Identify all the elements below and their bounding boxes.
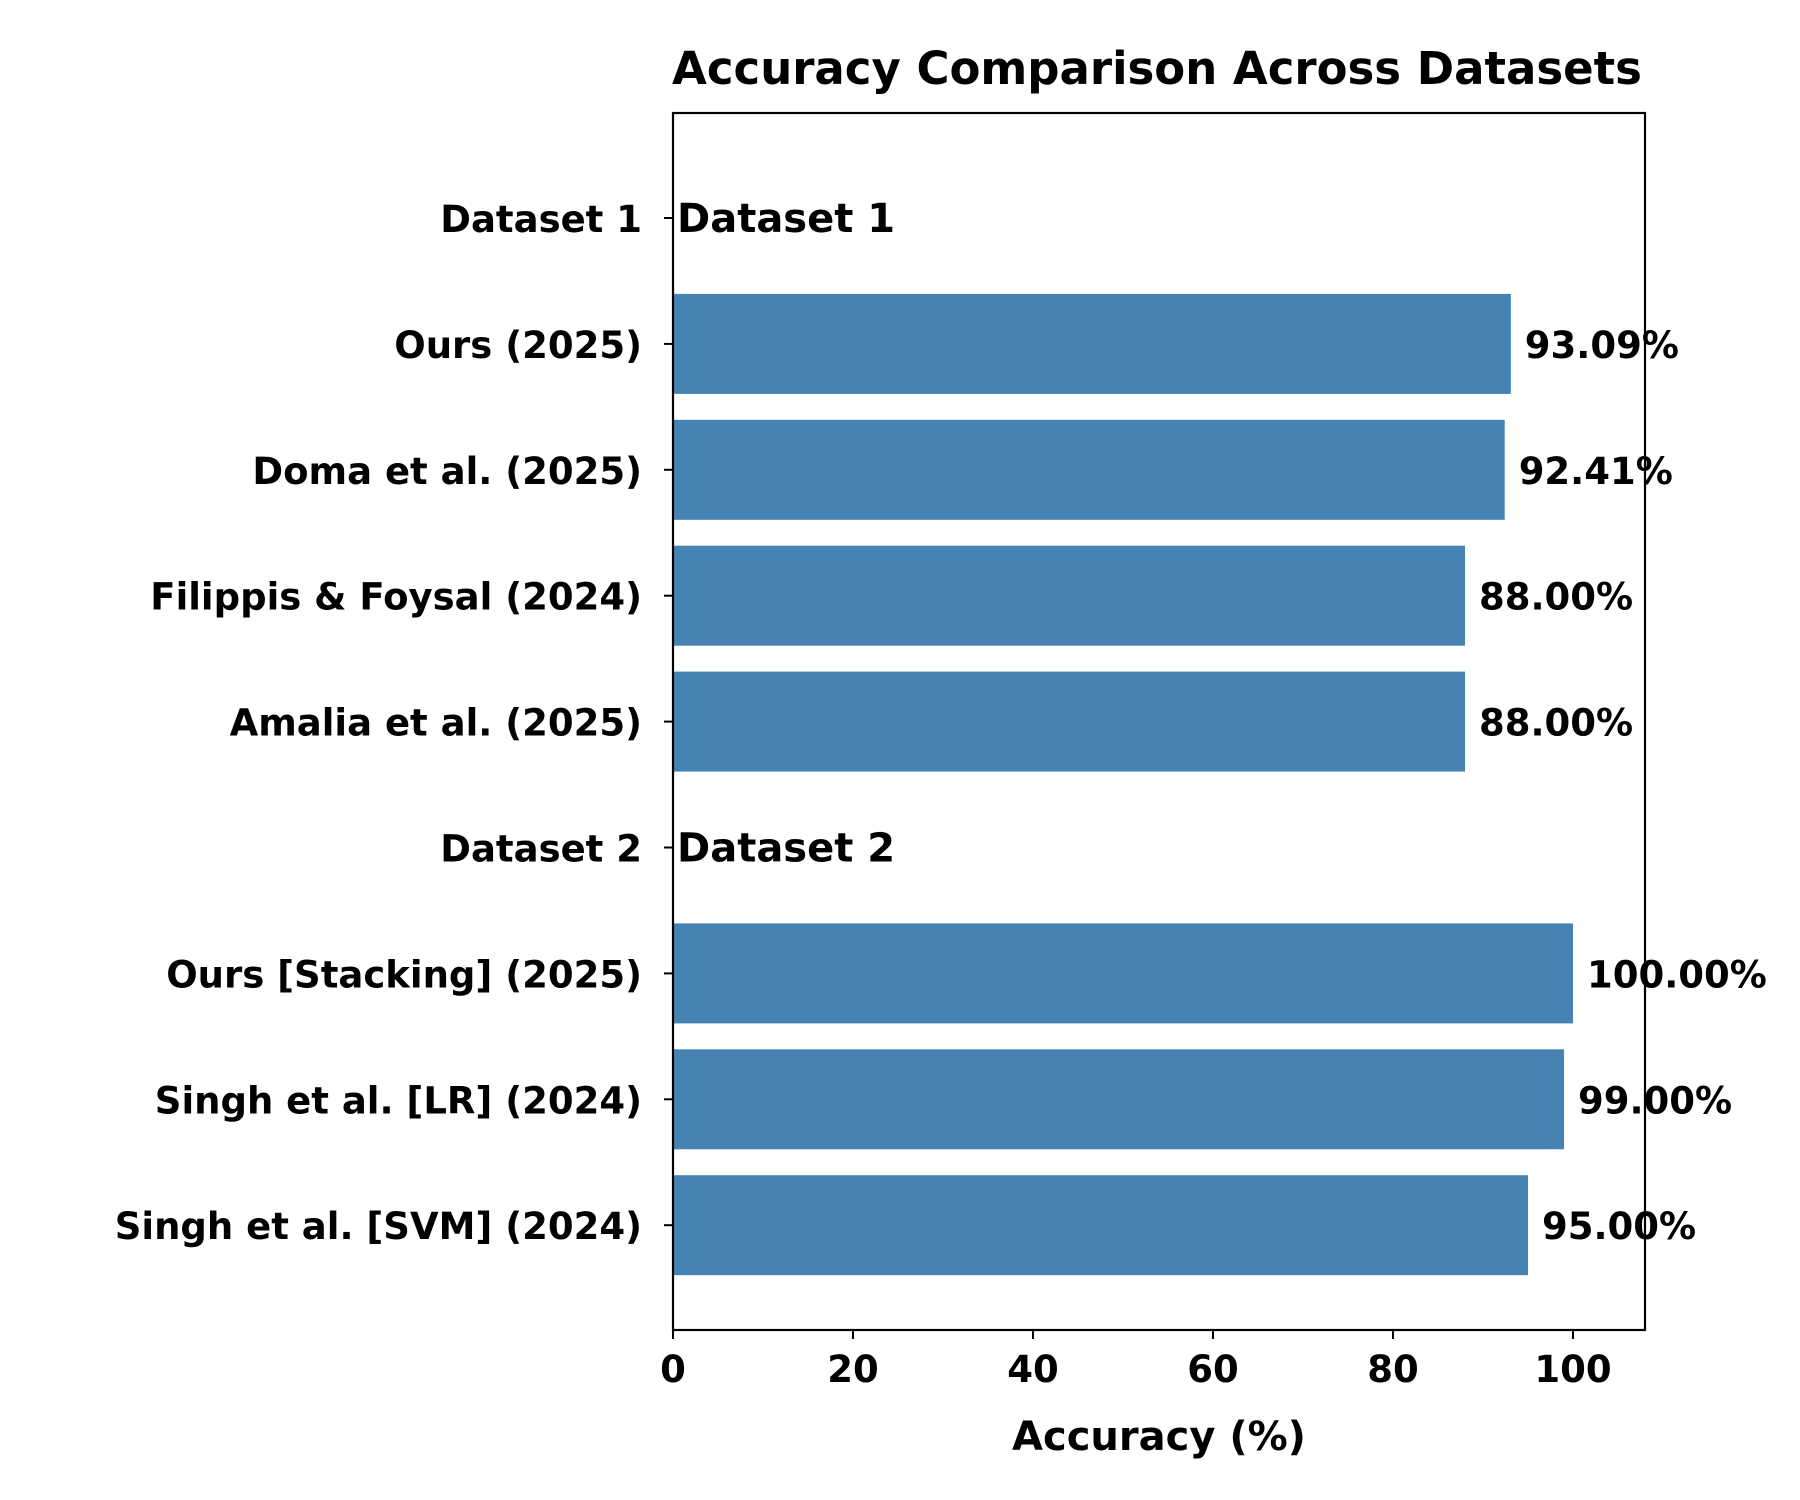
- x-axis-label: Accuracy (%): [1012, 1414, 1306, 1460]
- chart-title: Accuracy Comparison Across Datasets: [672, 42, 1642, 95]
- x-tick-label: 100: [1534, 1348, 1611, 1391]
- x-axis-ticks: 0 20 40 60 80 100: [660, 1330, 1612, 1391]
- x-tick-label: 20: [827, 1348, 879, 1391]
- bar: [673, 671, 1465, 772]
- y-tick-label: Dataset 2: [440, 828, 642, 871]
- bar-value-label: 100.00%: [1587, 953, 1767, 996]
- x-tick-label: 0: [660, 1348, 686, 1391]
- plot-frame: [671, 111, 1647, 1332]
- bar: [673, 923, 1573, 1024]
- bar: [673, 1049, 1564, 1150]
- y-axis-ticks: Dataset 1 Ours (2025) Doma et al. (2025) Fi…: [115, 198, 673, 1248]
- bar: [673, 293, 1511, 394]
- x-tick-label: 80: [1367, 1348, 1419, 1391]
- bar-value-label: 88.00%: [1479, 702, 1633, 745]
- y-tick-label: Ours [Stacking] (2025): [166, 953, 642, 996]
- y-tick-label: Amalia et al. (2025): [230, 702, 642, 745]
- bar: [673, 419, 1505, 520]
- x-tick-label: 40: [1007, 1348, 1059, 1391]
- bar-value-label: 88.00%: [1479, 576, 1633, 619]
- group-annotations: Dataset 1 Dataset 2: [677, 196, 895, 872]
- bar-value-label: 93.09%: [1525, 324, 1679, 367]
- y-tick-label: Singh et al. [SVM] (2024): [115, 1205, 642, 1248]
- group-annotation: Dataset 2: [677, 826, 895, 872]
- y-tick-label: Doma et al. (2025): [252, 450, 642, 493]
- bar-value-label: 95.00%: [1542, 1205, 1696, 1248]
- bar: [673, 1175, 1528, 1276]
- y-tick-label: Filippis & Foysal (2024): [150, 576, 642, 619]
- bar-value-label: 99.00%: [1578, 1079, 1732, 1122]
- y-tick-label: Ours (2025): [394, 324, 642, 367]
- y-tick-label: Dataset 1: [440, 198, 642, 241]
- x-tick-label: 60: [1187, 1348, 1239, 1391]
- bar-value-label: 92.41%: [1519, 450, 1673, 493]
- bars-layer: 93.09% 92.41% 88.00% 88.00% 100.00% 99.00% 95.…: [673, 293, 1767, 1276]
- y-tick-label: Singh et al. [LR] (2024): [155, 1079, 642, 1122]
- group-annotation: Dataset 1: [677, 196, 895, 242]
- bar: [673, 545, 1465, 646]
